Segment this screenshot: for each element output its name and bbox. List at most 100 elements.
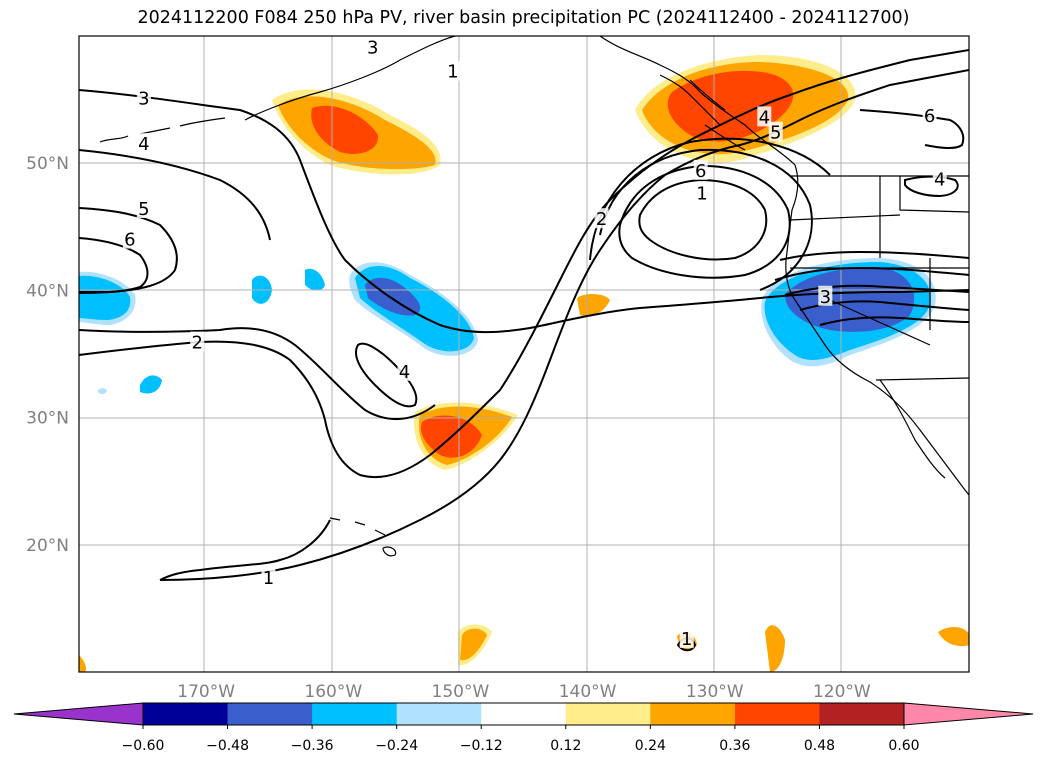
longitude-label: 130°W (686, 682, 744, 702)
contour-label: 2 (596, 209, 607, 230)
contour-label-background (695, 182, 709, 203)
colorbar: −0.60 −0.48 −0.36 −0.24 −0.12 0.12 0.24 0.36 0.4… (13, 702, 1034, 754)
pv-contour (79, 89, 969, 334)
precip-negative-region (785, 267, 915, 332)
contour-label-background (122, 228, 137, 249)
contour-label-background (190, 331, 205, 352)
pv-contour (159, 69, 969, 581)
longitude-label: 140°W (559, 682, 617, 702)
colorbar-segment (734, 703, 820, 725)
contour-label-background (136, 197, 151, 218)
pv-contour (599, 148, 813, 291)
contour-label-background (365, 36, 380, 57)
contour-label-background (932, 168, 947, 189)
colorbar-tick-label: 0.12 (550, 738, 581, 754)
us-mexico-border (875, 377, 969, 381)
precip-positive-region (460, 628, 487, 661)
contour-label-background (136, 87, 151, 108)
map-title: 2024112200 F084 250 hPa PV, river basin … (137, 8, 910, 28)
contour-label: 1 (696, 184, 707, 205)
contour-label: 4 (934, 170, 945, 191)
pv-contour (904, 175, 959, 198)
colorbar-tick-label: 0.60 (888, 738, 919, 754)
contour-label: 6 (695, 161, 706, 182)
contour-label: 2 (192, 333, 203, 354)
colorbar-extend-low (13, 702, 144, 726)
pv-contour (779, 250, 969, 261)
colorbar-segment (650, 703, 736, 725)
pv-contour (638, 178, 768, 261)
precip-positive-region (577, 294, 610, 317)
precip-negative-region (79, 275, 131, 320)
pv-contour (784, 284, 969, 296)
precip-negative-region (140, 375, 162, 394)
contour-label-background (136, 133, 151, 154)
precip-positive-region (79, 655, 87, 672)
colorbar-tick-label: −0.36 (291, 738, 334, 754)
pv-contour (159, 519, 331, 581)
alaska-coast (244, 36, 456, 121)
contour-label-background (693, 159, 708, 180)
colorbar-segment (227, 703, 313, 725)
map-frame (78, 35, 970, 673)
latitude-label: 50°N (26, 154, 69, 174)
contour-label: 4 (399, 362, 410, 383)
contour-label: 5 (138, 199, 149, 220)
colorbar-tick-label: 0.24 (635, 738, 666, 754)
contour-label: 4 (759, 107, 770, 128)
precip-negative-region (98, 388, 107, 395)
contour-label: 1 (447, 62, 458, 83)
latitude-label: 30°N (26, 409, 69, 429)
longitude-label: 160°W (304, 682, 362, 702)
contour-label: 3 (820, 287, 831, 308)
colorbar-tick-label: −0.60 (122, 738, 165, 754)
precipitation-shading (79, 55, 969, 672)
colorbar-tick-label: 0.36 (719, 738, 750, 754)
longitude-label: 120°W (813, 682, 871, 702)
longitude-label: 170°W (177, 682, 235, 702)
aleutian-islands (99, 117, 226, 143)
contour-label: 6 (124, 230, 135, 251)
latitude-label: 20°N (26, 536, 69, 556)
contour-label-background (679, 627, 694, 648)
longitude-label: 150°W (432, 682, 490, 702)
pv-contour (618, 164, 791, 279)
contour-label: 4 (138, 134, 149, 155)
contour-label: 1 (681, 629, 692, 650)
pv-contour (355, 342, 418, 408)
contour-label: 1 (263, 568, 274, 589)
contour-label: 5 (770, 123, 781, 144)
pv-contour (79, 207, 178, 293)
contour-label: 3 (138, 88, 149, 109)
colorbar-segment (143, 703, 229, 725)
colorbar-segment (312, 703, 398, 725)
pv-contour (859, 109, 965, 149)
colorbar-tick-label: −0.48 (206, 738, 249, 754)
colorbar-frame (142, 702, 905, 726)
contour-label-background (818, 285, 833, 306)
contour-label: 6 (924, 106, 935, 127)
pv-contour (79, 49, 969, 479)
longitude-labels: 170°W 160°W 150°W 140°W 130°W 120°W (177, 682, 871, 702)
pv-contour (79, 149, 271, 241)
colorbar-segment (481, 703, 567, 725)
contour-label: 3 (367, 37, 378, 58)
pv-contour (774, 266, 969, 281)
contour-label-background (261, 566, 276, 587)
colorbar-segment (565, 703, 651, 725)
pv-contour (79, 327, 436, 421)
pv-contour (819, 316, 969, 326)
graticule (79, 36, 969, 672)
contour-label-background (922, 105, 937, 126)
colorbar-tick-label: 0.48 (804, 738, 835, 754)
colorbar-segment (819, 703, 905, 725)
precip-positive-region (938, 627, 969, 647)
baja-california-coast (879, 379, 946, 479)
contour-label-background (445, 60, 460, 81)
precip-positive-region (311, 105, 379, 155)
colorbar-tick-label: −0.24 (375, 738, 418, 754)
precip-negative-region (365, 277, 421, 316)
precip-negative-region (305, 268, 325, 291)
